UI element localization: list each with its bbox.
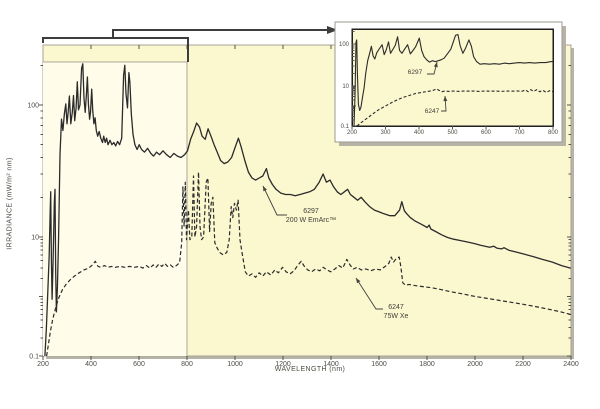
svg-text:200: 200 <box>37 361 49 368</box>
series-6297-curve <box>44 63 571 357</box>
svg-text:800: 800 <box>548 130 559 136</box>
svg-text:800: 800 <box>181 361 193 368</box>
svg-text:1800: 1800 <box>419 361 435 368</box>
svg-text:0.1: 0.1 <box>341 124 350 130</box>
label-6297-emarc: 6297 200 W EmArc™ <box>259 207 363 225</box>
svg-text:0.1: 0.1 <box>29 354 39 361</box>
inset-6297-curve <box>353 33 553 127</box>
svg-text:1000: 1000 <box>227 361 243 368</box>
inset-label-6297: 6297 <box>407 69 423 76</box>
svg-text:200: 200 <box>347 130 358 136</box>
main-axis-ticks: 200 400 600 800 1000 1200 1400 1600 1800 2000 2200… <box>27 45 579 368</box>
svg-text:10: 10 <box>31 235 39 242</box>
svg-text:400: 400 <box>414 130 425 136</box>
inset-6247-curve <box>356 88 554 127</box>
svg-text:1600: 1600 <box>371 361 387 368</box>
label-6247-xe: 6247 75W Xe <box>346 303 446 321</box>
label-6247-line2: 75W Xe <box>383 313 409 320</box>
svg-text:2200: 2200 <box>515 361 531 368</box>
svg-text:1400: 1400 <box>323 361 339 368</box>
inset-label-6247: 6247 <box>424 108 440 115</box>
svg-text:500: 500 <box>447 130 458 136</box>
svg-text:400: 400 <box>85 361 97 368</box>
svg-text:100: 100 <box>27 103 39 110</box>
svg-text:700: 700 <box>514 130 525 136</box>
label-6247-line1: 6247 <box>388 304 404 311</box>
callout-leaders <box>262 61 448 310</box>
series-6247-curve <box>46 171 571 357</box>
svg-text:2000: 2000 <box>467 361 483 368</box>
label-6297-line1: 6297 <box>303 208 319 215</box>
svg-text:600: 600 <box>481 130 492 136</box>
svg-text:2400: 2400 <box>563 361 579 368</box>
svg-text:100: 100 <box>339 42 350 48</box>
svg-text:1200: 1200 <box>275 361 291 368</box>
label-6297-line2: 200 W EmArc™ <box>285 217 337 224</box>
inset-panel: 200 300 400 500 600 700 800 100 10 0.1 <box>334 21 566 146</box>
svg-text:300: 300 <box>380 130 391 136</box>
highlight-region-200-800 <box>43 61 188 356</box>
x-axis-title: WAVELENGTH (nm) <box>274 366 346 373</box>
y-axis-title: IRRADIANCE (mW/m² nm) <box>6 157 14 250</box>
svg-text:600: 600 <box>133 361 145 368</box>
zoom-bracket-arrow <box>42 26 338 62</box>
svg-text:10: 10 <box>342 84 349 90</box>
